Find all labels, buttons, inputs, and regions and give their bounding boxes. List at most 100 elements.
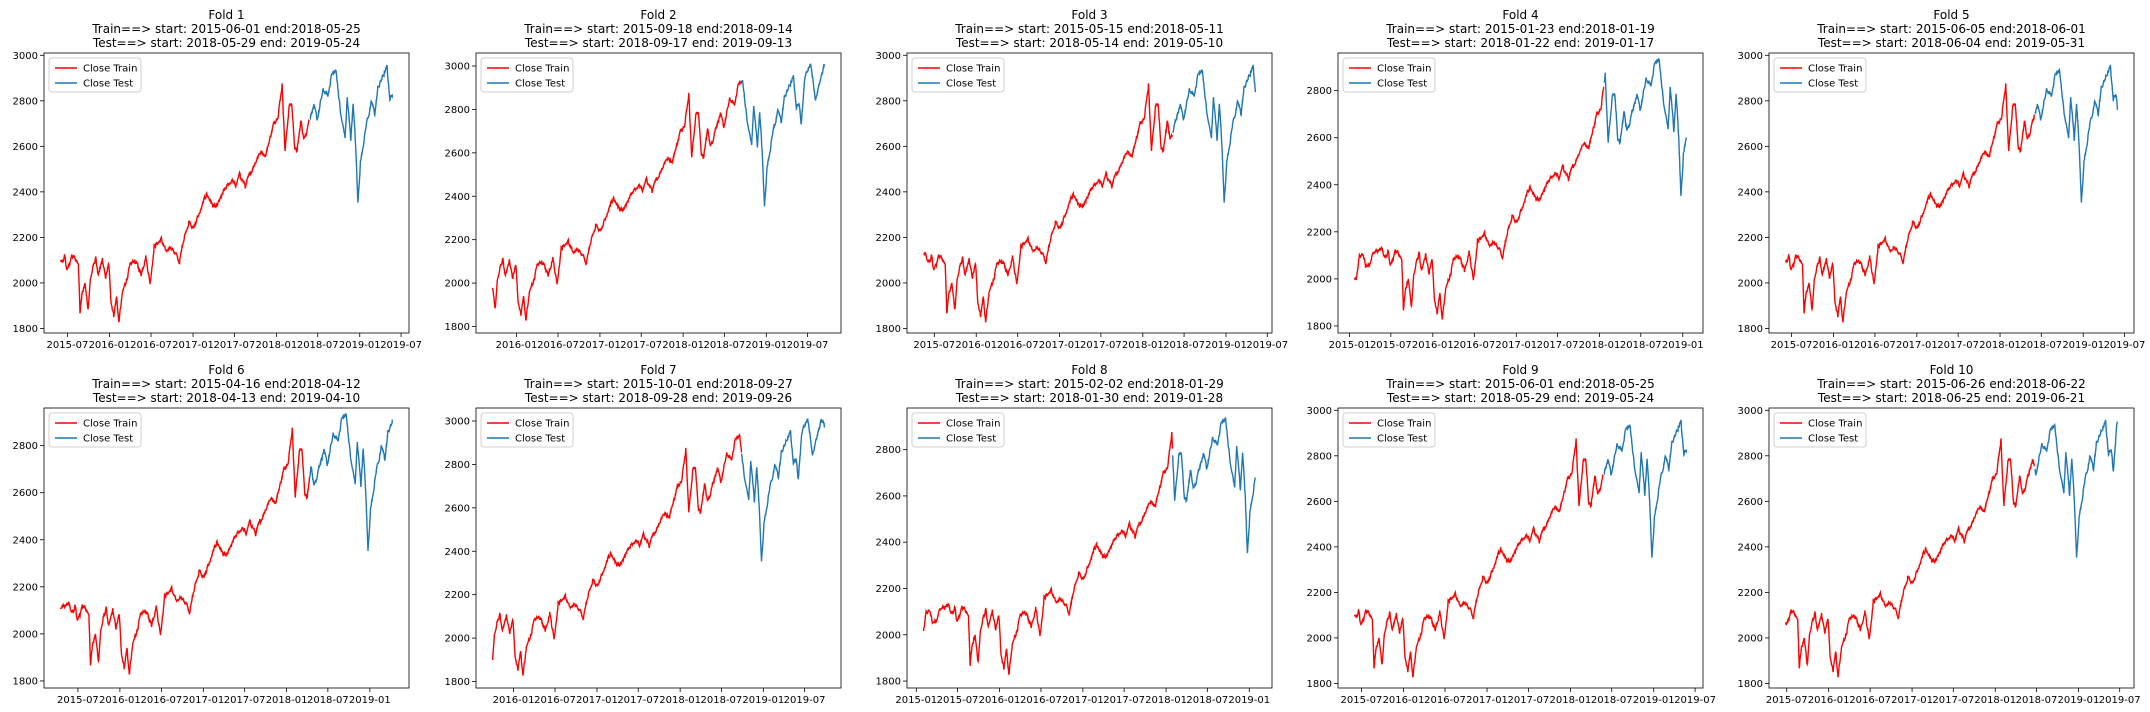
x-tick-label: 2018-01 <box>1974 695 2016 706</box>
x-tick-label: 2017-01 <box>1891 695 1933 706</box>
close-train-line <box>1353 438 1604 678</box>
x-tick-label: 2015-07 <box>1370 340 1412 351</box>
close-test-line <box>2034 64 2119 203</box>
x-tick-label: 2019-07 <box>1246 340 1288 351</box>
x-tick-label: 2017-07 <box>1507 695 1549 706</box>
x-tick-label: 2016-07 <box>1020 695 1062 706</box>
x-tick-label: 2016-07 <box>1453 340 1495 351</box>
close-train-line <box>1784 83 2035 323</box>
y-tick-label: 3000 <box>445 417 470 428</box>
legend: Close Train Close Test <box>480 412 574 448</box>
x-tick-label: 2019-01 <box>1205 340 1247 351</box>
fold-subtitle-test: Test==> start: 2018-05-29 end: 2019-05-2… <box>92 36 360 50</box>
legend-label: Close Train <box>1377 419 1431 430</box>
close-train-line <box>59 427 311 675</box>
y-tick-label: 2000 <box>13 629 38 640</box>
y-tick-label: 2600 <box>876 491 901 502</box>
y-tick-label: 2800 <box>13 441 38 452</box>
close-train-line <box>1353 86 1605 320</box>
y-tick-label: 3000 <box>1307 406 1332 417</box>
x-tick-label: 2017-01 <box>1466 695 1508 706</box>
fold-title: Fold 7 <box>640 363 676 377</box>
x-tick-label: 2015-07 <box>913 340 955 351</box>
x-tick-label: 2016-01 <box>1813 340 1855 351</box>
y-tick-label: 2000 <box>876 630 901 641</box>
y-tick-label: 2400 <box>1307 180 1332 191</box>
x-tick-label: 2016-01 <box>1412 340 1454 351</box>
x-tick-label: 2017-01 <box>1896 340 1938 351</box>
y-tick-label: 2000 <box>445 634 470 645</box>
close-train-line <box>922 431 1174 676</box>
axes-frame <box>1337 407 1704 689</box>
legend: Close Train Close Test <box>48 57 142 93</box>
axes-frame <box>1337 52 1704 334</box>
y-tick-label: 2600 <box>1738 142 1763 153</box>
x-tick-label: 2017-07 <box>620 340 662 351</box>
x-tick-label: 2016-01 <box>99 695 141 706</box>
close-train-line <box>491 432 743 676</box>
fold-title: Fold 8 <box>1071 363 1107 377</box>
y-tick-label: 2200 <box>13 233 38 244</box>
y-tick-label: 3000 <box>1738 406 1763 417</box>
axes-frame <box>906 52 1273 334</box>
fold-title: Fold 4 <box>1502 8 1538 22</box>
y-tick-label: 2800 <box>1307 86 1332 97</box>
x-tick-label: 2016-01 <box>1808 695 1850 706</box>
fold-subtitle-train: Train==> start: 2015-06-01 end:2018-05-2… <box>91 22 361 36</box>
y-tick-label: 2400 <box>445 192 470 203</box>
x-tick-label: 2017-01 <box>1062 695 1104 706</box>
fold-subtitle-test: Test==> start: 2018-04-13 end: 2019-04-1… <box>92 391 360 405</box>
fold-title: Fold 1 <box>208 8 244 22</box>
legend-label: Close Train <box>946 419 1000 430</box>
x-tick-label: 2018-07 <box>1591 695 1633 706</box>
x-tick-label: 2017-07 <box>1537 340 1579 351</box>
fold-subtitle-train: Train==> start: 2015-10-01 end:2018-09-2… <box>523 377 793 391</box>
legend: Close Train Close Test <box>480 57 574 93</box>
x-tick-label: 2016-07 <box>997 340 1039 351</box>
x-tick-label: 2015-01 <box>1329 340 1371 351</box>
y-tick-label: 2200 <box>445 590 470 601</box>
y-tick-label: 2000 <box>1307 633 1332 644</box>
x-tick-label: 2018-07 <box>1163 340 1205 351</box>
y-tick-label: 2000 <box>445 279 470 290</box>
x-tick-label: 2018-01 <box>659 695 701 706</box>
y-tick-label: 1800 <box>445 322 470 333</box>
legend-label: Close Test <box>1808 79 1858 90</box>
legend-label: Close Test <box>1377 79 1427 90</box>
x-tick-label: 2015-07 <box>1341 695 1383 706</box>
y-tick-label: 2000 <box>1738 633 1763 644</box>
y-tick-label: 2400 <box>13 535 38 546</box>
y-tick-label: 2600 <box>1307 497 1332 508</box>
close-test-line <box>741 63 826 207</box>
x-tick-label: 2017-01 <box>172 340 214 351</box>
fold-title: Fold 3 <box>1071 8 1107 22</box>
x-tick-label: 2018-07 <box>297 340 339 351</box>
legend-label: Close Train <box>83 64 137 75</box>
x-tick-label: 2019-01 <box>2058 695 2100 706</box>
y-tick-label: 2400 <box>445 547 470 558</box>
fold-subtitle-train: Train==> start: 2015-01-23 end:2018-01-1… <box>1385 22 1655 36</box>
close-train-line <box>59 83 310 323</box>
x-tick-label: 2018-07 <box>307 695 349 706</box>
y-tick-label: 2200 <box>876 233 901 244</box>
y-tick-label: 2800 <box>876 445 901 456</box>
y-tick-label: 2600 <box>1307 133 1332 144</box>
x-tick-label: 2017-07 <box>1932 695 1974 706</box>
y-tick-label: 2800 <box>876 96 901 107</box>
legend-label: Close Test <box>515 434 565 445</box>
fold-subtitle-train: Train==> start: 2015-05-15 end:2018-05-1… <box>954 22 1224 36</box>
y-tick-label: 2800 <box>445 460 470 471</box>
y-tick-label: 3000 <box>1738 51 1763 62</box>
axes-frame <box>1768 52 2135 334</box>
fold-subtitle-test: Test==> start: 2018-01-30 end: 2019-01-2… <box>955 391 1223 405</box>
fold-subtitle-test: Test==> start: 2018-05-14 end: 2019-05-1… <box>955 36 1223 50</box>
y-tick-label: 2200 <box>876 584 901 595</box>
y-tick-label: 2000 <box>876 278 901 289</box>
y-tick-label: 1800 <box>13 676 38 687</box>
